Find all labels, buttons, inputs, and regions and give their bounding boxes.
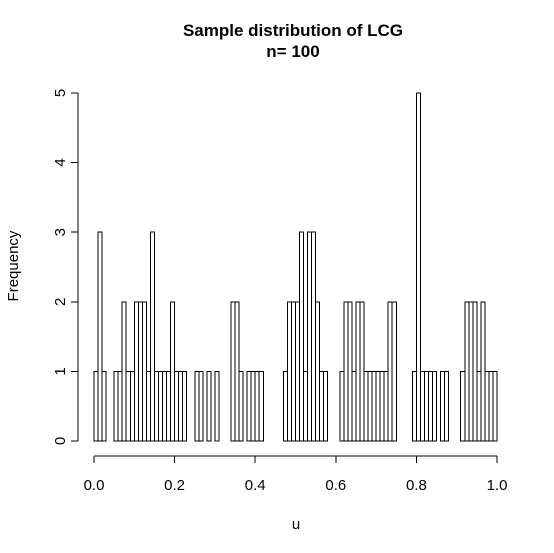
histogram-bar <box>299 231 305 442</box>
histogram-bar <box>246 370 252 442</box>
histogram-bar <box>319 370 325 442</box>
histogram-bar <box>170 301 176 442</box>
histogram-bar <box>375 370 381 442</box>
histogram-bar <box>125 370 131 442</box>
x-tick-label: 0.0 <box>84 477 105 494</box>
histogram-bar <box>174 370 180 442</box>
y-axis-label: Frequency <box>5 230 22 301</box>
x-tick-label: 0.8 <box>406 477 427 494</box>
histogram-bar <box>290 301 297 442</box>
y-axis: 0 1 2 3 4 5 <box>52 89 79 445</box>
histogram-bar <box>178 370 184 442</box>
histogram-bar <box>198 370 204 442</box>
x-tick-label: 0.2 <box>164 477 185 494</box>
histogram-bar <box>351 370 357 442</box>
x-tick-label: 1.0 <box>487 477 508 494</box>
histogram-bar <box>444 370 450 442</box>
histogram-bar <box>419 370 425 442</box>
histogram-bar <box>182 370 188 442</box>
histogram-bar <box>307 231 313 442</box>
histogram-bar <box>411 370 417 442</box>
histogram-bar <box>230 301 236 442</box>
histogram-bar <box>355 301 361 442</box>
histogram-bar <box>339 370 345 442</box>
histogram-bar <box>323 370 329 442</box>
histogram-bar <box>141 301 147 442</box>
histogram-bar <box>206 370 212 442</box>
y-tick-label: 3 <box>52 228 69 236</box>
histogram-bar <box>371 370 377 442</box>
bars-group <box>93 92 498 442</box>
histogram-bar <box>391 301 397 442</box>
histogram-bar <box>472 301 478 442</box>
histogram-bar <box>315 301 321 442</box>
histogram-bar <box>258 370 264 442</box>
histogram-bar <box>282 370 288 442</box>
histogram-bar <box>121 301 127 442</box>
histogram-bar <box>166 370 172 442</box>
histogram-bar <box>286 301 292 442</box>
histogram-bar <box>194 370 200 442</box>
chart-title: Sample distribution of LCG <box>183 21 403 40</box>
histogram-bar <box>480 301 486 442</box>
histogram-bar <box>343 301 349 442</box>
histogram-bar <box>153 370 159 442</box>
histogram-bar <box>145 370 151 442</box>
histogram-bar <box>214 370 220 442</box>
histogram-bar <box>359 301 365 442</box>
histogram-bar <box>238 370 244 442</box>
histogram-bar <box>93 370 99 442</box>
histogram-bar <box>303 370 309 442</box>
y-tick-label: 2 <box>52 298 69 306</box>
x-tick-label: 0.4 <box>245 477 266 494</box>
histogram-bar <box>101 370 107 442</box>
histogram-bar <box>415 92 421 442</box>
histogram-bar <box>492 370 498 442</box>
y-tick-label: 5 <box>52 89 69 97</box>
histogram-bar <box>460 370 466 442</box>
histogram-bar <box>129 370 135 442</box>
y-tick-label: 1 <box>52 367 69 375</box>
histogram-bar <box>488 370 494 442</box>
histogram-bar <box>234 301 240 442</box>
y-tick-label: 4 <box>52 158 69 166</box>
histogram-bar <box>468 301 474 442</box>
histogram-bar <box>476 370 482 442</box>
x-axis: 0.0 0.2 0.4 0.6 0.8 1.0 <box>84 455 508 494</box>
histogram-bar <box>250 370 256 442</box>
histogram-bar <box>383 370 389 442</box>
histogram-bar <box>157 370 164 442</box>
histogram-bar <box>97 231 103 442</box>
histogram-bar <box>162 370 168 442</box>
histogram-bar <box>367 370 373 442</box>
histogram-bar <box>137 301 143 442</box>
histogram-bar <box>347 301 353 442</box>
histogram-bar <box>464 301 470 442</box>
histogram-bar <box>387 301 393 442</box>
x-tick-label: 0.6 <box>325 477 346 494</box>
chart-subtitle: n= 100 <box>266 42 319 61</box>
histogram-bar <box>427 370 434 442</box>
histogram-bar <box>149 231 155 442</box>
histogram-bar <box>133 301 139 442</box>
histogram-bar <box>440 370 446 442</box>
histogram-bar <box>311 231 317 442</box>
histogram-bar <box>295 301 301 442</box>
histogram-bar <box>254 370 260 442</box>
y-tick-label: 0 <box>52 437 69 445</box>
histogram-bar <box>432 370 438 442</box>
histogram-bar <box>363 370 369 442</box>
histogram-bar <box>117 370 123 442</box>
x-axis-label: u <box>292 516 300 533</box>
histogram-bar <box>423 370 429 442</box>
histogram-bar <box>379 370 385 442</box>
histogram-bar <box>113 370 119 442</box>
histogram-bar <box>484 370 490 442</box>
